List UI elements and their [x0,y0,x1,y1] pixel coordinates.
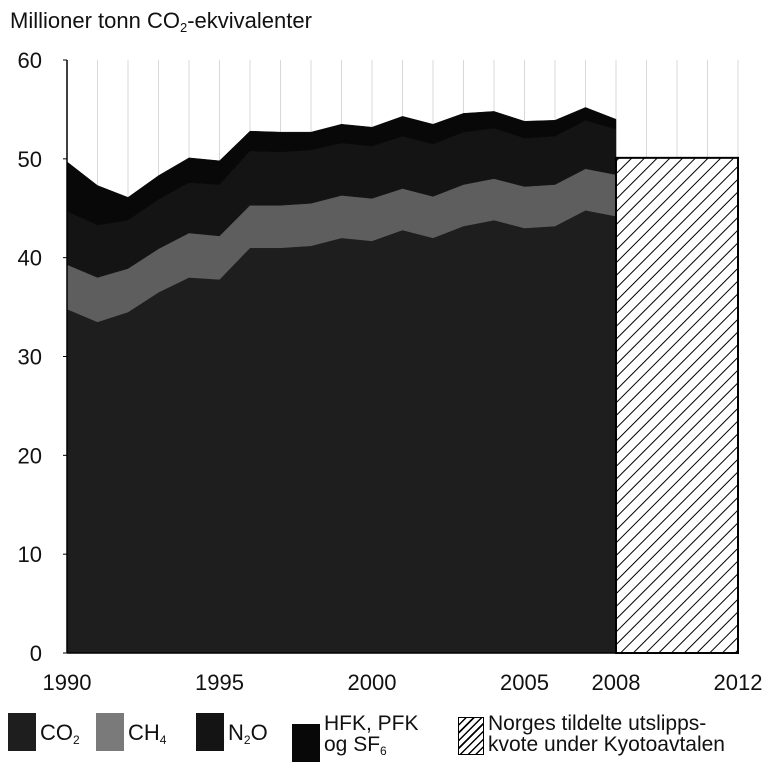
x-tick-label: 2008 [592,670,641,695]
legend-swatch-hfk [292,724,320,762]
area-series-3 [66,107,617,226]
legend-swatch-co2 [8,713,36,751]
legend-label-n2o: N2O [228,720,268,748]
legend-item-kyoto: Norges tildelte utslipps-kvote under Kyo… [458,713,725,755]
y-tick-label: 40 [18,246,42,271]
y-axis-title: Millioner tonn CO2-ekvivalenter [10,8,312,35]
legend-item-hfk: HFK, PFK og SF6 [292,713,419,762]
legend-label-co2: CO2 [40,720,80,748]
legend-item-n2o: N2O [196,713,268,751]
legend-item-co2: CO2 [8,713,80,751]
kyoto-quota-bar [615,156,739,654]
legend-swatch-kyoto [458,717,484,755]
y-tick-label: 10 [18,542,42,567]
legend-swatch-n2o [196,713,224,751]
x-tick-label: 1990 [43,670,92,695]
legend-label-ch4: CH4 [128,720,167,748]
y-tick-label: 50 [18,147,42,172]
x-tick-label: 1995 [195,670,244,695]
legend-item-ch4: CH4 [96,713,166,751]
y-tick-label: 60 [18,48,42,73]
legend-label-hfk: HFK, PFK og SF6 [324,712,419,758]
y-tick-label: 20 [18,443,42,468]
legend: CO2 CH4 N2O HFK, PFK og SF6 Norges tildel… [8,705,774,765]
legend-label-kyoto: Norges tildelte utslipps-kvote under Kyo… [488,712,725,756]
x-tick-label: 2012 [714,670,763,695]
x-tick-label: 2000 [348,670,397,695]
emissions-chart: 0 10 20 30 40 50 60 1990 1995 2000 2005 2008 2012 [18,48,763,695]
y-tick-label: 30 [18,345,42,370]
y-tick-label: 0 [30,641,42,666]
x-tick-label: 2005 [500,670,549,695]
legend-swatch-ch4 [96,713,124,751]
